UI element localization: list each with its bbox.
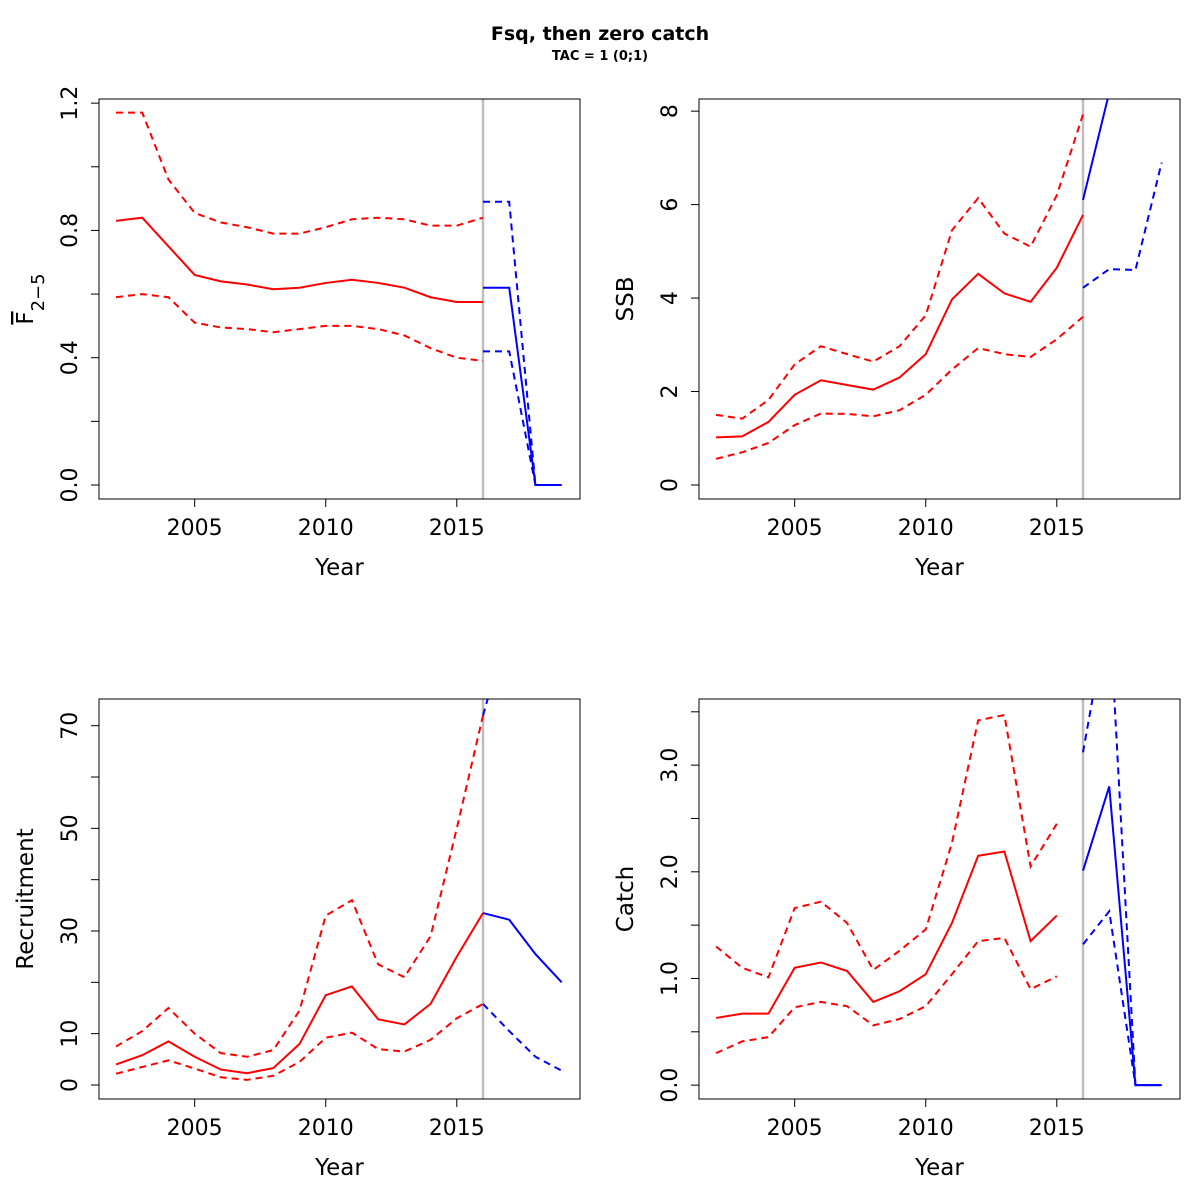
y-axis-label-sub: 2−5 [28, 273, 49, 311]
series-line [483, 200, 562, 486]
series-line [716, 214, 1084, 439]
x-tick-label: 2010 [898, 516, 954, 541]
y-tick-label: 1.2 [58, 86, 83, 121]
series-line [116, 111, 484, 235]
series-line [715, 936, 1058, 1055]
y-tick-label: 4 [658, 291, 683, 305]
y-tick-label: 3.0 [658, 748, 683, 783]
y-tick-label: 0.8 [58, 213, 83, 248]
y-axis-label-main: SSB [613, 277, 639, 322]
plot-box [98, 698, 581, 1100]
series-line [115, 1003, 484, 1081]
series-line [115, 912, 484, 1075]
figure-title: Fsq, then zero catch [491, 23, 709, 45]
panel: 2005 2010 2015 Year 0.0 1.0 2.0 3.0 Catch [613, 698, 1181, 1181]
plot-box [698, 698, 1181, 1100]
y-axis-label-main: F [13, 311, 39, 324]
series-line [483, 286, 562, 486]
series-line [115, 715, 484, 1058]
series-line [482, 912, 563, 984]
x-tick-label: 2005 [167, 516, 223, 541]
series-line [715, 850, 1058, 1019]
y-tick-label: 50 [58, 814, 83, 842]
series-line [482, 699, 489, 716]
y-tick-label: 8 [658, 104, 683, 118]
y-tick-label: 0.0 [58, 467, 83, 502]
x-tick-label: 2005 [767, 516, 823, 541]
series-line [115, 293, 484, 362]
x-axis-label: Year [914, 1155, 964, 1181]
panel: 2005 2010 2015 Year 0.0 0.4 0.8 1.2 F2−5 [13, 86, 581, 581]
plot-box [698, 98, 1181, 500]
x-tick-label: 2005 [767, 1116, 823, 1141]
x-tick-label: 2010 [298, 516, 354, 541]
y-axis-label: SSB [613, 277, 639, 322]
y-tick-label: 0.0 [658, 1068, 683, 1103]
x-tick-label: 2005 [167, 1116, 223, 1141]
y-tick-label: 70 [58, 712, 83, 740]
series-line [483, 350, 562, 486]
x-axis-label: Year [314, 1155, 364, 1181]
x-tick-label: 2015 [429, 516, 485, 541]
series-line [115, 216, 484, 304]
series-line [1082, 162, 1163, 289]
y-tick-label: 6 [658, 198, 683, 212]
series-line [1082, 699, 1162, 1087]
series-line [1082, 908, 1162, 1087]
plot-box [98, 98, 581, 500]
y-axis-label-main: Recruitment [13, 828, 39, 969]
y-tick-label: 30 [58, 917, 83, 945]
x-tick-label: 2015 [1029, 516, 1085, 541]
series-line [715, 316, 1084, 460]
y-tick-label: 10 [58, 1020, 83, 1048]
series-line [715, 713, 1058, 979]
panel: 2005 2010 2015 Year 0 10 30 50 70 Recruitment [13, 698, 581, 1181]
series-line [1082, 99, 1109, 201]
y-tick-label: 0.4 [58, 340, 83, 375]
y-axis-label-main: Catch [613, 866, 639, 932]
series-line [715, 114, 1084, 420]
y-tick-label: 1.0 [658, 961, 683, 996]
x-axis-label: Year [314, 555, 364, 581]
series-line [482, 1003, 563, 1072]
x-tick-label: 2010 [898, 1116, 954, 1141]
y-tick-label: 0 [658, 478, 683, 492]
x-tick-label: 2015 [429, 1116, 485, 1141]
y-axis-label: Recruitment [13, 828, 39, 969]
x-tick-label: 2010 [298, 1116, 354, 1141]
panel: 2005 2010 2015 Year 0 2 4 6 8 SSB [613, 98, 1181, 581]
y-tick-label: 2.0 [658, 854, 683, 889]
x-tick-label: 2015 [1029, 1116, 1085, 1141]
y-tick-label: 2 [658, 385, 683, 399]
figure-subtitle: TAC = 1 (0;1) [552, 49, 648, 64]
y-tick-label: 0 [58, 1078, 83, 1092]
y-axis-label: Catch [613, 866, 639, 932]
x-axis-label: Year [914, 555, 964, 581]
y-axis-label: F2−5 [13, 273, 49, 324]
